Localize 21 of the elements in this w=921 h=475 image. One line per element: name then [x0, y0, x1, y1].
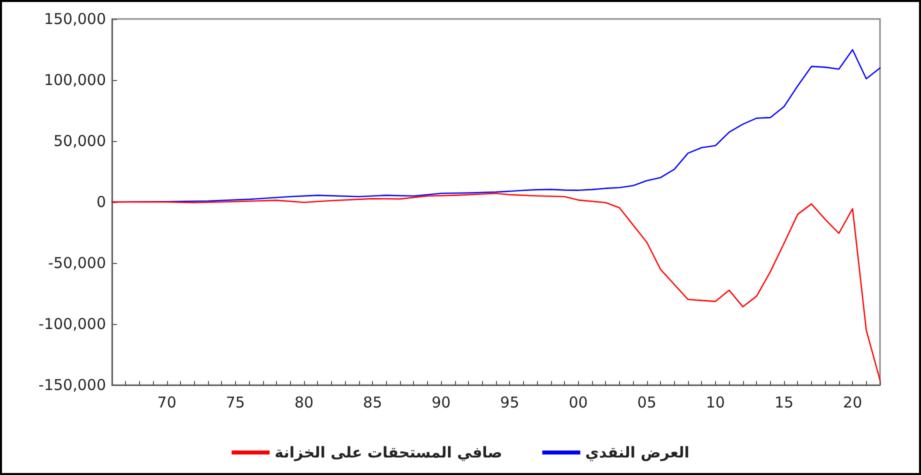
x-tick-label: 70 [157, 394, 176, 412]
x-tick-label: 05 [637, 394, 656, 412]
x-tick-label: 80 [294, 394, 314, 412]
x-tick-label: 20 [843, 394, 862, 412]
x-tick-label: 10 [706, 394, 725, 412]
y-tick-label: -150,000 [38, 376, 106, 394]
y-tick-label: 150,000 [44, 10, 106, 28]
x-tick-label: 15 [774, 394, 794, 412]
y-tick-label: -50,000 [48, 254, 106, 272]
legend-label: العرض النقدي [585, 444, 690, 462]
y-tick-label: 50,000 [54, 132, 106, 150]
x-tick-label: 00 [568, 394, 588, 412]
x-tick-label: 95 [500, 394, 520, 412]
x-tick-label: 85 [363, 394, 382, 412]
y-tick-label: 0 [96, 193, 106, 211]
x-tick-label: 90 [432, 394, 451, 412]
legend-label: صافي المستحقات على الخزانة [274, 444, 502, 462]
line-series [111, 192, 881, 381]
y-tick-label: -100,000 [38, 315, 106, 333]
y-tick-label: 100,000 [44, 71, 106, 89]
x-tick-label: 75 [226, 394, 245, 412]
